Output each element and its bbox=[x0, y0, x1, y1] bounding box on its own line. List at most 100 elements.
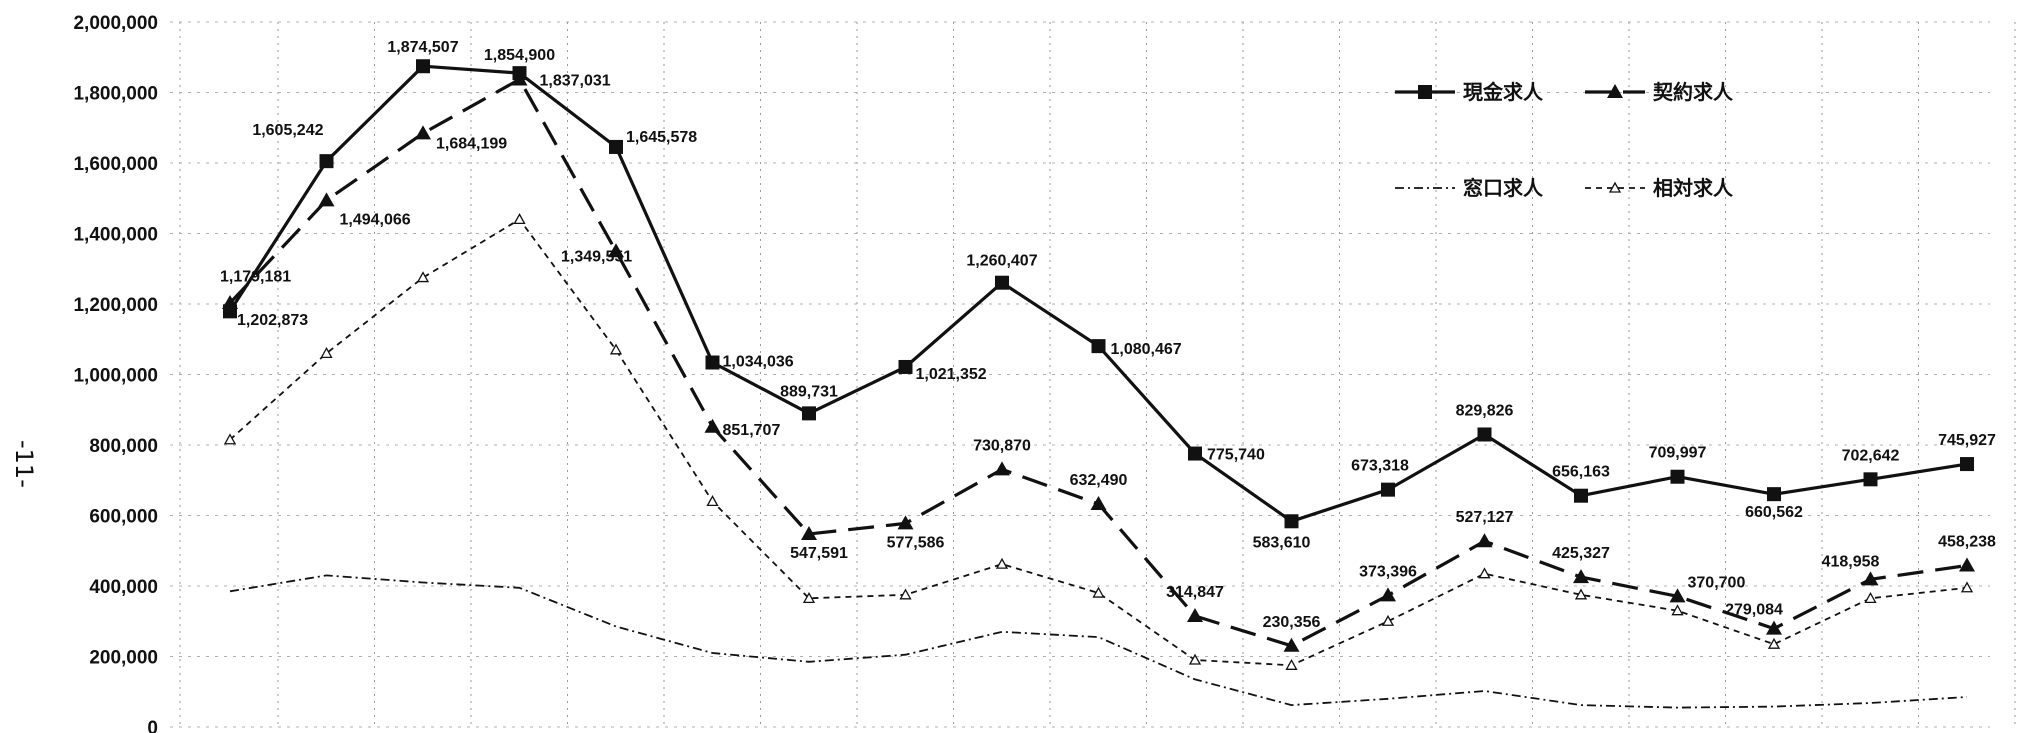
series-lines bbox=[228, 64, 1968, 709]
data-label: 730,870 bbox=[973, 437, 1031, 454]
open-triangle-marker bbox=[995, 557, 1009, 569]
data-label: 889,731 bbox=[780, 383, 838, 400]
data-label: 656,163 bbox=[1552, 464, 1610, 481]
data-label: 673,318 bbox=[1351, 458, 1409, 475]
open-triangle-marker bbox=[513, 213, 526, 225]
open-triangle-marker bbox=[1671, 604, 1684, 616]
legend-triangle-marker bbox=[1607, 84, 1623, 98]
open-triangle-marker bbox=[1285, 658, 1298, 670]
data-label: 230,356 bbox=[1263, 614, 1321, 631]
square-marker bbox=[1091, 339, 1106, 354]
page-number: -11- bbox=[10, 440, 38, 488]
data-label: 1,349,551 bbox=[561, 248, 632, 265]
data-label: 829,826 bbox=[1456, 402, 1514, 419]
series-line-3 bbox=[229, 218, 1968, 667]
square-marker bbox=[1960, 457, 1974, 472]
open-triangle-marker bbox=[1960, 581, 1974, 593]
triangle-marker bbox=[511, 71, 528, 86]
series-line-1 bbox=[228, 77, 1968, 648]
triangle-marker bbox=[1766, 620, 1782, 635]
open-triangle-marker bbox=[1864, 591, 1877, 603]
data-label: 547,591 bbox=[790, 545, 848, 562]
triangle-marker bbox=[897, 515, 914, 530]
data-label: 418,958 bbox=[1822, 553, 1880, 570]
triangle-marker bbox=[1283, 637, 1300, 652]
triangle-marker bbox=[1476, 533, 1493, 548]
square-marker bbox=[1477, 427, 1492, 442]
data-label: 1,080,467 bbox=[1111, 341, 1182, 358]
data-label: 1,874,507 bbox=[387, 39, 458, 56]
data-label: 1,645,578 bbox=[626, 129, 697, 146]
square-marker bbox=[1863, 472, 1878, 487]
data-label: 458,238 bbox=[1938, 533, 1996, 550]
triangle-marker bbox=[415, 125, 431, 140]
data-label: 745,927 bbox=[1938, 432, 1996, 449]
legend-label: 相対求人 bbox=[1653, 176, 1734, 200]
legend-label: 契約求人 bbox=[1652, 80, 1734, 104]
open-triangle-marker bbox=[802, 591, 816, 603]
open-triangle-marker bbox=[1767, 637, 1781, 649]
data-label: 1,260,407 bbox=[966, 253, 1037, 270]
square-marker bbox=[1574, 488, 1588, 503]
open-triangle-marker bbox=[899, 588, 912, 600]
y-tick-label: 2,000,000 bbox=[73, 13, 158, 34]
square-marker bbox=[898, 359, 913, 374]
square-marker bbox=[1284, 514, 1299, 529]
y-tick-label: 600,000 bbox=[89, 507, 158, 528]
grid-lines bbox=[170, 21, 2016, 728]
open-triangle-marker bbox=[1478, 567, 1491, 579]
data-label: 1,837,031 bbox=[540, 72, 611, 89]
y-tick-label: 1,800,000 bbox=[73, 84, 158, 105]
triangle-marker bbox=[1862, 571, 1879, 586]
y-tick-label: 400,000 bbox=[89, 577, 158, 598]
triangle-marker bbox=[318, 192, 335, 207]
triangle-marker bbox=[1090, 496, 1107, 511]
y-tick-label: 1,600,000 bbox=[73, 154, 158, 175]
open-triangle-marker bbox=[1188, 653, 1202, 665]
triangle-marker bbox=[1669, 588, 1686, 603]
data-label: 1,854,900 bbox=[484, 47, 555, 64]
data-label: 709,997 bbox=[1649, 445, 1707, 462]
triangle-marker bbox=[704, 418, 721, 433]
legend-label: 窓口求人 bbox=[1463, 176, 1544, 200]
data-label: 851,707 bbox=[723, 422, 781, 439]
square-marker bbox=[995, 275, 1009, 290]
y-tick-label: 1,400,000 bbox=[73, 225, 158, 246]
square-marker bbox=[1670, 469, 1685, 484]
open-triangle-marker bbox=[706, 495, 719, 507]
triangle-marker bbox=[1187, 608, 1203, 623]
data-label: 527,127 bbox=[1456, 509, 1514, 526]
data-label: 370,700 bbox=[1688, 574, 1746, 591]
data-label: 577,586 bbox=[887, 534, 945, 551]
data-label: 1,021,352 bbox=[916, 366, 987, 383]
legend-square-marker bbox=[1418, 85, 1432, 99]
y-tick-label: 200,000 bbox=[89, 648, 158, 669]
open-triangle-marker bbox=[320, 347, 333, 359]
open-triangle-marker bbox=[609, 343, 623, 355]
open-triangle-marker bbox=[1574, 588, 1588, 600]
data-label: 660,562 bbox=[1745, 504, 1803, 521]
triangle-marker bbox=[222, 294, 238, 309]
y-tick-label: 1,000,000 bbox=[73, 366, 158, 387]
y-axis: 0 200,000 400,000 600,000 800,000 1,000,000 1,… bbox=[73, 13, 158, 733]
triangle-marker bbox=[1573, 569, 1589, 584]
triangle-marker bbox=[1380, 587, 1396, 602]
square-marker bbox=[1188, 446, 1202, 461]
data-label: 775,740 bbox=[1207, 447, 1265, 464]
y-tick-label: 1,200,000 bbox=[73, 295, 158, 316]
square-marker bbox=[416, 59, 430, 74]
square-marker bbox=[1767, 487, 1781, 502]
data-label: 279,084 bbox=[1725, 602, 1783, 619]
data-label: 1,494,066 bbox=[340, 211, 411, 228]
triangle-marker bbox=[608, 243, 624, 258]
data-label: 1,684,199 bbox=[436, 135, 507, 152]
data-label: 425,327 bbox=[1552, 545, 1610, 562]
triangle-marker bbox=[801, 525, 817, 540]
y-tick-label: 0 bbox=[147, 718, 158, 733]
triangle-marker bbox=[994, 461, 1010, 476]
data-label: 1,202,873 bbox=[237, 312, 308, 329]
legend-open-triangle-marker bbox=[1608, 181, 1622, 193]
open-triangle-marker bbox=[1092, 586, 1105, 598]
